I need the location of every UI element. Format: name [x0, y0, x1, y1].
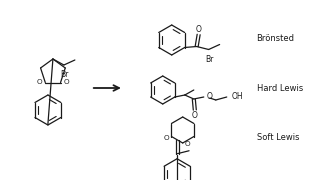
- Text: Soft Lewis: Soft Lewis: [257, 134, 299, 143]
- Text: O: O: [164, 134, 169, 141]
- Text: Br: Br: [205, 55, 214, 64]
- Text: Hard Lewis: Hard Lewis: [257, 84, 303, 93]
- Text: O: O: [192, 111, 198, 120]
- Text: O: O: [196, 25, 202, 34]
- Text: OH: OH: [232, 91, 243, 100]
- Text: Br: Br: [61, 69, 69, 78]
- Text: O: O: [37, 78, 42, 85]
- Text: Brönsted: Brönsted: [257, 33, 295, 42]
- Text: O: O: [185, 141, 190, 147]
- Text: O: O: [64, 78, 69, 85]
- Text: O: O: [207, 91, 213, 100]
